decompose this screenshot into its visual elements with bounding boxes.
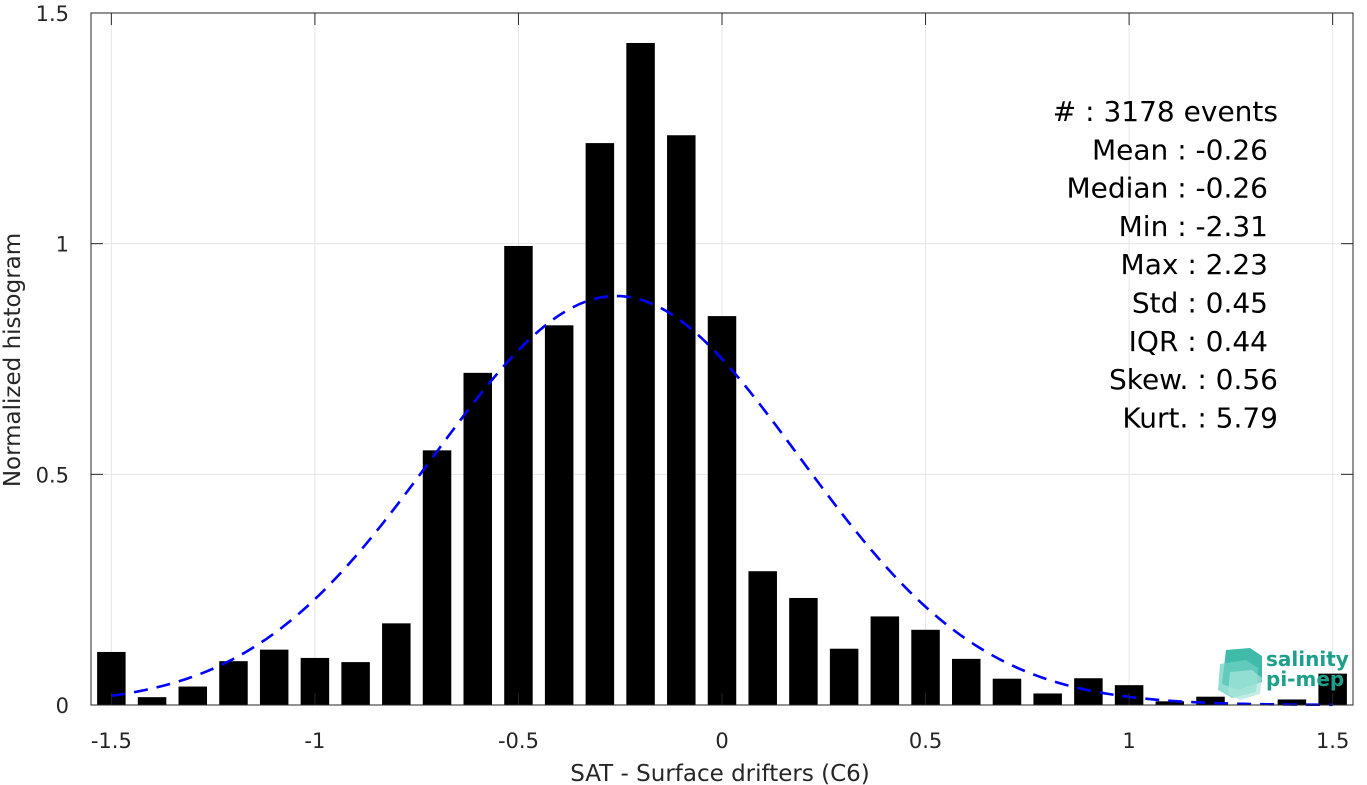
x-tick-labels: -1.5 -1 -0.5 0 0.5 1 1.5: [91, 729, 1349, 753]
y-tick-label-3: 1.5: [36, 2, 69, 26]
bar-16: [748, 571, 777, 705]
stat-line-0: # : 3178 events: [1053, 95, 1278, 128]
x-tick-label-4: 0.5: [909, 729, 942, 753]
y-tick-label-0: 0: [56, 694, 69, 718]
bar-2: [178, 686, 208, 705]
stat-line-6: IQR : 0.44: [1129, 325, 1268, 358]
bar-23: [1033, 693, 1062, 705]
bar-24: [1074, 678, 1103, 705]
salinity-logo-icon: [1218, 648, 1262, 700]
logo-line-1: salinity: [1266, 647, 1349, 671]
axis-ticks: [91, 12, 1353, 706]
bar-15: [707, 316, 737, 705]
bar-18: [829, 648, 859, 705]
stat-line-8: Kurt. : 5.79: [1122, 401, 1278, 434]
bar-12: [585, 143, 615, 705]
y-axis-label: Normalized histogram: [0, 233, 26, 487]
bar-21: [952, 658, 981, 705]
x-tick-label-0: -1.5: [91, 729, 132, 753]
stat-line-4: Max : 2.23: [1121, 248, 1268, 281]
x-tick-label-5: 1: [1122, 729, 1135, 753]
bar-11: [544, 325, 574, 705]
x-tick-label-2: -0.5: [498, 729, 539, 753]
bar-20: [911, 629, 940, 705]
bar-13: [626, 42, 655, 705]
y-tick-label-1: 0.5: [36, 463, 69, 487]
y-tick-label-2: 1: [56, 233, 69, 257]
bar-4: [259, 649, 289, 705]
stat-line-3: Min : -2.31: [1119, 210, 1268, 243]
x-tick-label-1: -1: [304, 729, 325, 753]
y-tick-labels: 0 0.5 1 1.5: [36, 2, 69, 718]
stat-line-7: Skew. : 0.56: [1109, 363, 1278, 396]
bar-6: [341, 662, 370, 705]
logo-line-2: pi-mep: [1266, 667, 1344, 691]
bar-7: [382, 623, 411, 705]
bar-3: [219, 661, 248, 705]
bar-26: [1155, 701, 1185, 705]
histogram-bars: [97, 42, 1347, 706]
stat-line-1: Mean : -0.26: [1092, 133, 1268, 166]
statistics-annotation: # : 3178 events Mean : -0.26 Median : -0.2…: [1053, 95, 1278, 434]
bar-8: [422, 450, 452, 705]
bar-29: [1277, 699, 1307, 705]
bar-22: [992, 678, 1022, 705]
stat-line-2: Median : -0.26: [1066, 172, 1268, 205]
bar-14: [667, 135, 696, 706]
bar-27: [1196, 696, 1225, 705]
bar-19: [870, 616, 900, 705]
x-tick-label-3: 0: [715, 729, 728, 753]
bar-17: [789, 597, 818, 705]
salinity-pi-mep-logo: salinity pi-mep: [1218, 647, 1349, 700]
bar-1: [137, 697, 167, 705]
x-axis-label: SAT - Surface drifters (C6): [570, 761, 870, 785]
stat-line-5: Std : 0.45: [1132, 287, 1268, 320]
bar-9: [463, 372, 492, 705]
x-tick-label-6: 1.5: [1316, 729, 1349, 753]
bar-10: [504, 245, 533, 705]
